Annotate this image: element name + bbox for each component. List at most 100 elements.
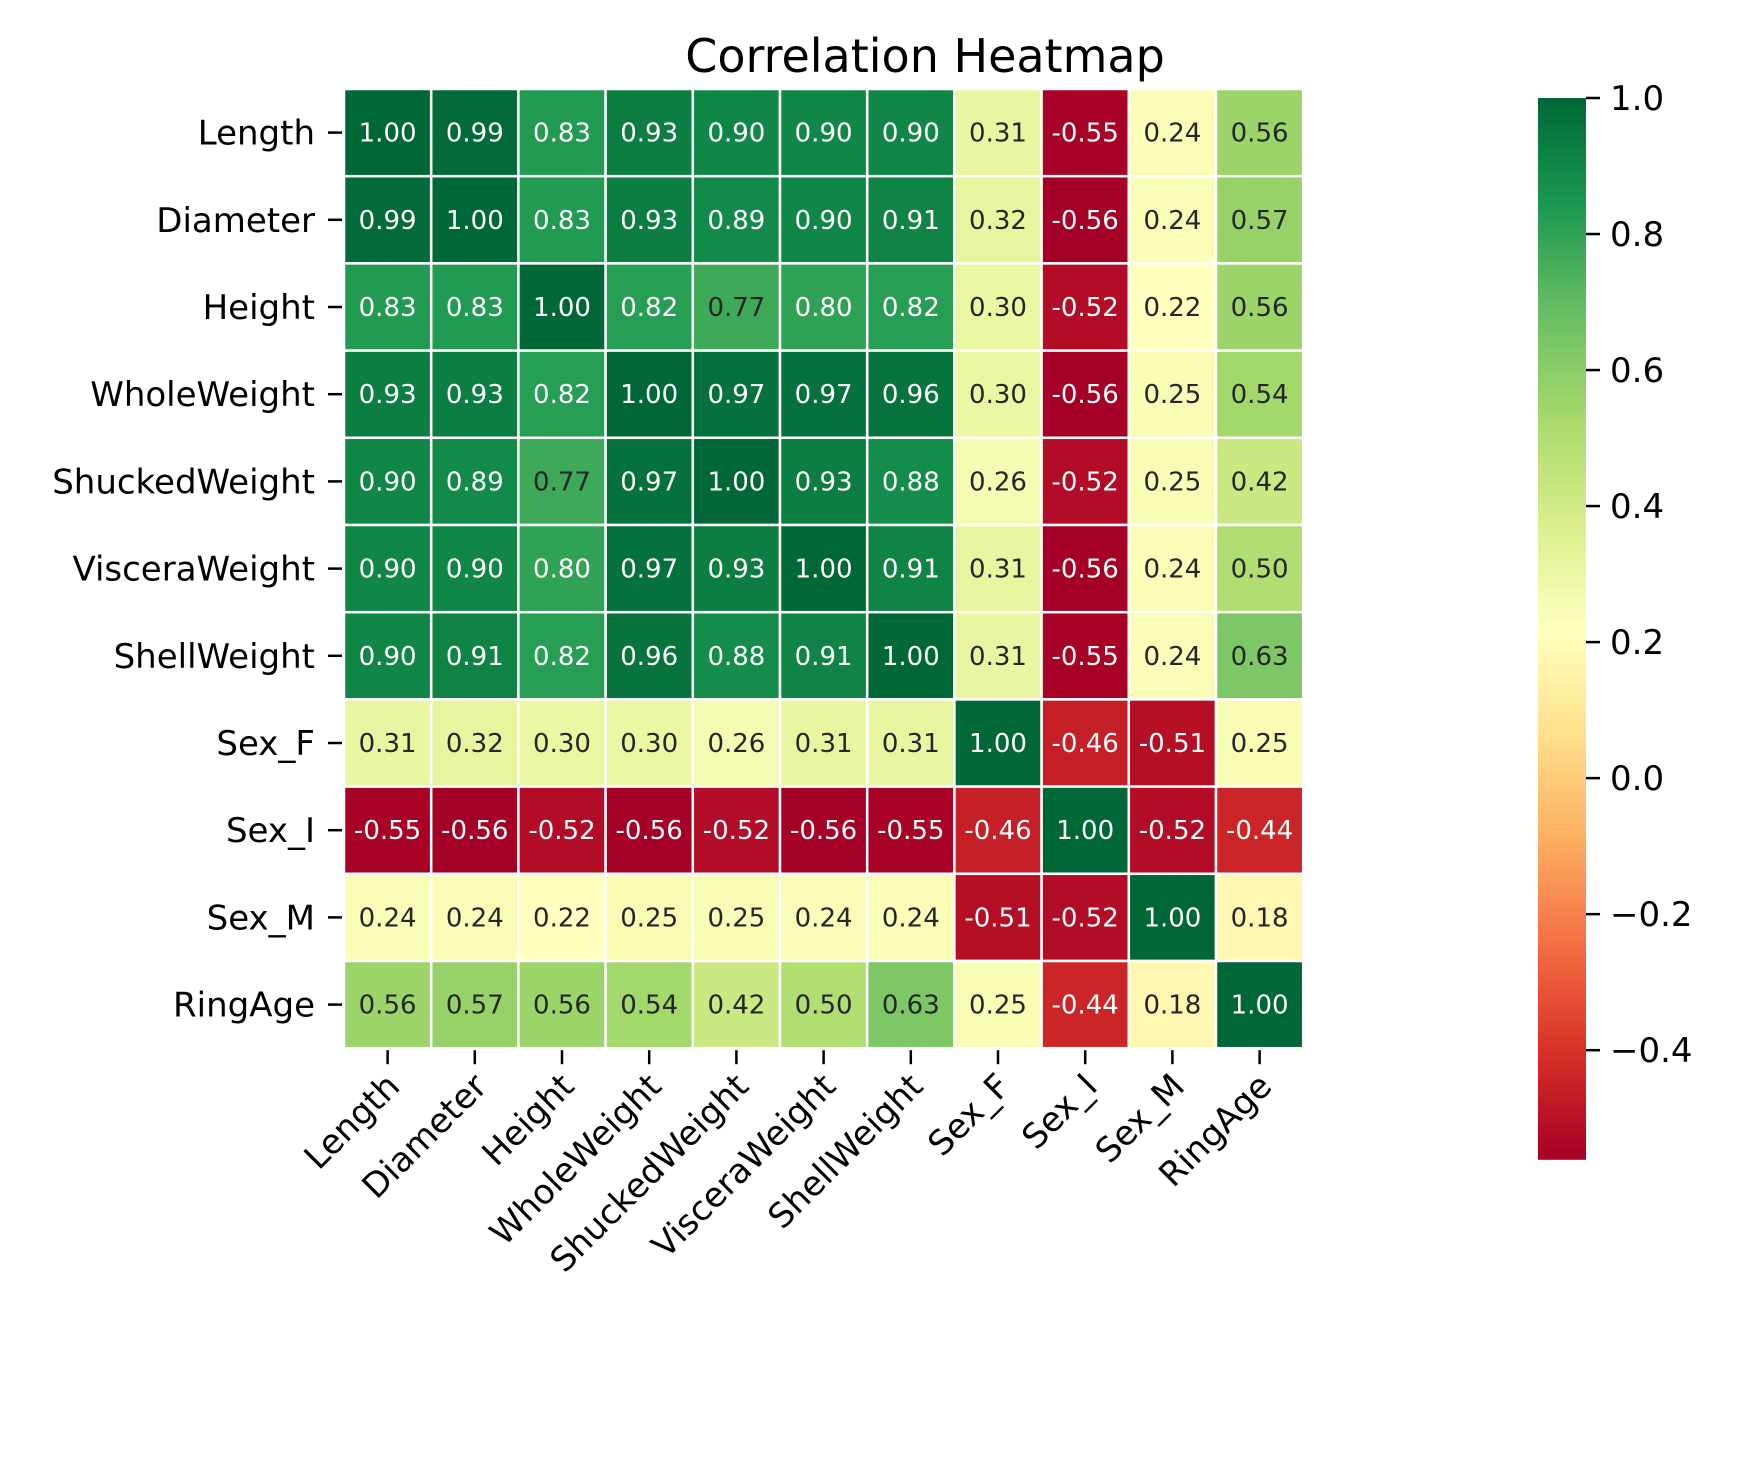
cell-value-label: 0.97 <box>707 380 765 410</box>
heatmap-cell <box>865 436 956 527</box>
cell-value-label: -0.55 <box>354 816 421 846</box>
colorbar-segment <box>1538 453 1586 460</box>
cell-value-label: 1.00 <box>707 467 765 497</box>
cell-value-label: -0.56 <box>441 816 508 846</box>
cell-value-label: 0.88 <box>707 642 765 672</box>
colorbar-segment <box>1538 389 1586 396</box>
y-tick-label: Sex_I <box>226 811 315 851</box>
colorbar-segment <box>1538 129 1586 136</box>
y-tick-label: Height <box>203 288 315 328</box>
cell-value-label: 0.42 <box>707 991 765 1021</box>
colorbar-segment <box>1538 485 1586 492</box>
colorbar-segment <box>1538 899 1586 906</box>
colorbar-segment <box>1538 527 1586 534</box>
colorbar-segment <box>1538 1052 1586 1060</box>
cell-value-label: -0.52 <box>528 816 595 846</box>
cell-value-label: 0.31 <box>969 642 1027 672</box>
cell-value-label: 0.90 <box>359 642 417 672</box>
heatmap-cell <box>1214 87 1305 178</box>
heatmap-cell <box>342 436 433 527</box>
cell-value-label: 0.57 <box>446 991 504 1021</box>
colorbar-segment <box>1538 543 1586 550</box>
cell-value-label: -0.44 <box>1226 816 1293 846</box>
colorbar-segment <box>1538 241 1586 248</box>
heatmap-cells: 1.00 0.99 0.83 0.93 0.90 0.90 0.90 0.31 -0.55 0.2… <box>342 87 1305 1050</box>
colorbar-segment <box>1538 983 1586 991</box>
cell-value-label: -0.52 <box>1052 903 1119 933</box>
cell-value-label: -0.55 <box>877 816 944 846</box>
colorbar-segment <box>1538 968 1586 975</box>
cell-value-label: 0.97 <box>795 380 853 410</box>
colorbar-segment <box>1538 479 1586 487</box>
colorbar-segment <box>1538 989 1586 996</box>
heatmap-cell <box>342 610 433 701</box>
colorbar-segment <box>1538 1068 1586 1075</box>
heatmap-cell <box>778 174 869 265</box>
colorbar-segment <box>1538 681 1586 688</box>
colorbar-segment <box>1538 251 1586 258</box>
colorbar-segment <box>1538 580 1586 587</box>
cell-value-label: 0.90 <box>795 206 853 236</box>
colorbar-segment <box>1538 151 1586 158</box>
heatmap-cell <box>517 872 607 963</box>
colorbar-segment <box>1538 840 1586 847</box>
colorbar-segment <box>1538 973 1586 980</box>
colorbar-segment <box>1538 204 1586 211</box>
colorbar-segment <box>1538 660 1586 667</box>
heatmap-cell <box>1214 610 1305 701</box>
heatmap-cell <box>953 87 1043 178</box>
colorbar-segment <box>1538 824 1586 831</box>
colorbar-segment <box>1538 559 1586 566</box>
colorbar-segment <box>1538 925 1586 932</box>
colorbar-segment <box>1538 676 1586 683</box>
heatmap-cell <box>1214 349 1305 440</box>
heatmap-cell <box>1127 610 1218 701</box>
colorbar-tick-label: −0.2 <box>1610 895 1693 935</box>
colorbar-segment <box>1538 490 1586 497</box>
cell-value-label: -0.52 <box>1139 816 1206 846</box>
colorbar-segment <box>1538 787 1586 794</box>
heatmap-cell <box>953 610 1043 701</box>
colorbar-segment <box>1538 166 1586 174</box>
colorbar-segment <box>1538 575 1586 582</box>
colorbar-segment <box>1538 379 1586 386</box>
cell-value-label: -0.46 <box>1052 729 1119 759</box>
colorbar-segment <box>1538 188 1586 195</box>
cell-value-label: 0.80 <box>795 293 853 323</box>
colorbar-segment <box>1538 108 1586 115</box>
colorbar-segment <box>1538 1132 1586 1139</box>
colorbar-segment <box>1538 564 1586 571</box>
cell-value-label: 0.96 <box>620 642 678 672</box>
colorbar-segment <box>1538 161 1586 168</box>
heatmap-cell <box>865 262 956 352</box>
heatmap-cell <box>604 872 695 963</box>
cell-value-label: 0.90 <box>882 119 940 149</box>
cell-value-label: 0.30 <box>969 293 1027 323</box>
colorbar-segment <box>1538 750 1586 757</box>
heatmap-cell <box>691 262 782 352</box>
cell-value-label: 0.56 <box>1231 293 1289 323</box>
cell-value-label: 0.56 <box>533 991 591 1021</box>
heatmap-cell <box>342 785 433 876</box>
colorbar-segment <box>1538 288 1586 296</box>
colorbar-segment <box>1538 570 1586 577</box>
cell-value-label: 0.91 <box>882 206 940 236</box>
colorbar-segment <box>1538 177 1586 184</box>
cell-value-label: 0.93 <box>620 206 678 236</box>
colorbar-segment <box>1538 708 1586 715</box>
heatmap-cell <box>1214 436 1305 527</box>
cell-value-label: 0.56 <box>359 991 417 1021</box>
cell-value-label: 0.30 <box>620 729 678 759</box>
colorbar-segment <box>1538 432 1586 439</box>
colorbar-segment <box>1538 119 1586 126</box>
heatmap-cell <box>1040 959 1131 1050</box>
colorbar-segment <box>1538 644 1586 651</box>
colorbar-segment <box>1538 464 1586 471</box>
cell-value-label: 0.93 <box>707 555 765 585</box>
heatmap-cell <box>865 785 956 876</box>
colorbar-segment <box>1538 909 1586 916</box>
colorbar-segment <box>1538 135 1586 142</box>
colorbar-segment <box>1538 363 1586 370</box>
colorbar-segment <box>1538 533 1586 540</box>
colorbar-segment <box>1538 734 1586 741</box>
